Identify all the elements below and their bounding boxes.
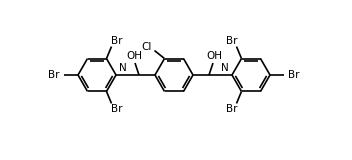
Text: N: N	[119, 63, 127, 73]
Text: Br: Br	[48, 70, 60, 80]
Text: Br: Br	[111, 36, 122, 46]
Text: Br: Br	[226, 104, 237, 114]
Text: Br: Br	[226, 36, 237, 46]
Text: OH: OH	[126, 51, 142, 61]
Text: N: N	[221, 63, 229, 73]
Text: Cl: Cl	[141, 42, 152, 52]
Text: OH: OH	[206, 51, 222, 61]
Text: Br: Br	[111, 104, 122, 114]
Text: Br: Br	[288, 70, 300, 80]
